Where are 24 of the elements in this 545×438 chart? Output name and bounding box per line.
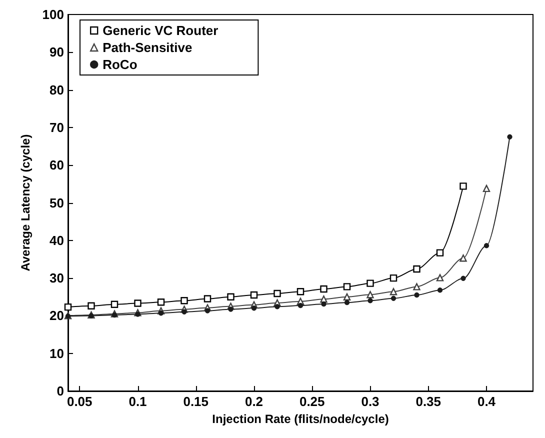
y-tick-label: 30 [50,270,64,286]
y-tick-label: 10 [50,346,64,361]
y-tick-label: 100 [42,7,64,22]
x-tick-label: 0.3 [361,394,380,409]
x-tick-label: 0.4 [477,394,496,409]
y-tick-label: 50 [50,195,64,210]
x-tick-label: 0.2 [244,394,264,409]
y-tick-label: 20 [50,308,64,324]
x-tick-label: 0.25 [299,394,325,409]
y-tick-label: 80 [50,82,64,98]
x-tick-label: 0.35 [416,394,442,409]
legend-label: Generic VC Router [102,23,218,38]
y-tick-label: 60 [50,158,64,173]
x-tick-label: 0.15 [183,394,209,409]
x-tick-label: 0.05 [66,394,92,409]
y-tick-label: 90 [50,44,64,60]
legend-label: Path-Sensitive [102,40,192,55]
y-tick-label: 40 [50,232,64,248]
legend-label: RoCo [102,57,138,72]
y-tick-label: 70 [50,120,64,135]
x-axis-title: Injection Rate (flits/node/cycle) [212,412,389,426]
y-axis-title: Average Latency (cycle) [18,134,32,272]
y-tick-label: 0 [56,384,64,398]
x-tick-label: 0.1 [128,394,147,409]
